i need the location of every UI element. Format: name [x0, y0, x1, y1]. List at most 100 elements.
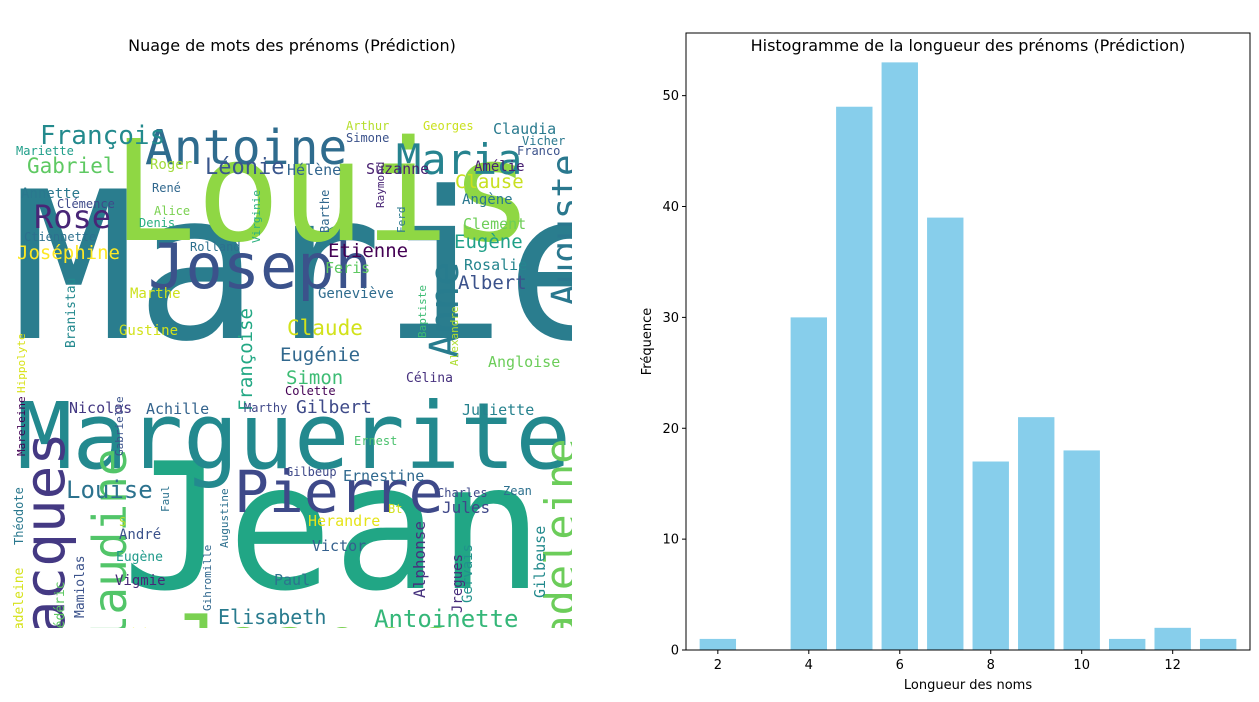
- plot-frame: [685, 32, 1251, 651]
- histogram-bar: [1063, 450, 1100, 650]
- wordcloud-word: Ernest: [354, 434, 397, 448]
- wordcloud-word: Simone: [346, 131, 389, 145]
- wordcloud-word: Mamiolas: [73, 555, 88, 618]
- wordcloud-word: Eugénie: [280, 344, 360, 366]
- x-tick-label: 8: [987, 658, 995, 673]
- wordcloud-word: Branistau: [64, 278, 79, 348]
- wordcloud-word: Roger: [150, 157, 192, 173]
- wordcloud-word: Clémence: [57, 197, 115, 211]
- wordcloud-word: Victor: [312, 537, 366, 555]
- wordcloud-word: Gabriel: [27, 154, 116, 178]
- wordcloud-word: Achille: [146, 400, 209, 418]
- wordcloud-word: Vicher: [522, 134, 565, 148]
- wordcloud-word: Paul: [274, 571, 310, 589]
- wordcloud-word: Ernestine: [343, 467, 424, 485]
- wordcloud-word: Louise: [66, 476, 153, 504]
- wordcloud-word: Ferd: [395, 207, 408, 234]
- wordcloud-word: Théodote: [12, 487, 26, 545]
- y-axis-label: Fréquence: [640, 308, 655, 375]
- y-tick-label: 10: [662, 533, 679, 548]
- wordcloud-word: Rosalie: [464, 256, 527, 274]
- wordcloud-word: Gilbert: [296, 397, 372, 418]
- x-tick-label: 12: [1164, 658, 1181, 673]
- wordcloud-word: Claude: [287, 316, 363, 340]
- wordcloud-word: Jacques: [13, 432, 78, 628]
- wordcloud-word: Suzanne: [366, 160, 429, 178]
- wordcloud-word: Augustine: [218, 488, 231, 548]
- wordcloud-word: Nicolas: [69, 399, 132, 417]
- y-tick-label: 20: [662, 422, 679, 437]
- y-tick-label: 50: [662, 89, 679, 104]
- wordcloud-word: Hippolyte: [15, 333, 28, 393]
- wordcloud-word: François: [40, 121, 165, 151]
- wordcloud-word: Gabrielle: [113, 396, 126, 456]
- wordcloud-word: Herandre: [308, 512, 380, 530]
- x-axis-ticks: 2 4 6 8 10 12: [714, 650, 1181, 673]
- wordcloud-word: Antoinette: [374, 605, 519, 628]
- wordcloud-word: Alphonse: [410, 521, 429, 598]
- x-tick-label: 10: [1073, 658, 1090, 673]
- wordcloud-word: Georges: [423, 119, 474, 133]
- wordcloud-word: Marguerite: [17, 383, 571, 490]
- wordcloud-word: Alice: [154, 204, 190, 218]
- wordcloud-word: Etienne: [328, 240, 408, 262]
- y-tick-label: 40: [662, 200, 679, 215]
- wordcloud-word: Franco: [517, 144, 560, 158]
- wordcloud-word: Geneviève: [318, 286, 394, 302]
- wordcloud-word: Albert: [458, 272, 527, 294]
- wordcloud-word: Denis: [139, 216, 175, 230]
- wordcloud-word: Gadeleine: [12, 567, 27, 628]
- wordcloud-word: Elisabeth: [218, 605, 326, 628]
- wordcloud-word: Mareleine: [15, 396, 28, 456]
- x-tick-label: 2: [714, 658, 722, 673]
- wordcloud-word: Gilbeup: [286, 465, 337, 479]
- histogram-title: Histogramme de la longueur des prénoms (…: [750, 36, 1186, 55]
- wordcloud-word: Gilbeuse: [531, 526, 549, 598]
- wordcloud-word: Baptiste: [416, 285, 429, 338]
- histogram-bar: [1018, 417, 1055, 650]
- wordcloud-word: S: [119, 515, 126, 529]
- wordcloud-word: Auguste: [545, 154, 572, 306]
- wordcloud-word: Rose: [34, 198, 111, 236]
- wordcloud-word: Faul: [159, 486, 172, 513]
- histogram-bar: [927, 217, 964, 650]
- wordcloud-word: Marthe: [130, 286, 181, 302]
- x-tick-label: 6: [896, 658, 904, 673]
- wordcloud-word: Joséphine: [17, 242, 120, 264]
- histogram-bar: [972, 461, 1009, 650]
- wordcloud-word: Simon: [286, 367, 343, 389]
- wordcloud-word: Françoise: [235, 308, 257, 411]
- histogram-bars: [699, 62, 1237, 651]
- wordcloud-word: Jules: [442, 498, 490, 517]
- wordcloud-word: Jean: [122, 427, 543, 628]
- wordcloud-canvas: Marie Jean Louis Marguerite Jeanne Joseph Pier…: [12, 111, 572, 628]
- histogram-bar: [836, 106, 873, 651]
- wordcloud-word: Madeleine: [536, 438, 572, 628]
- histogram-bar: [790, 317, 827, 650]
- wordcloud-word: Eugène: [116, 550, 163, 565]
- wordcloud-word: Amélie: [474, 159, 525, 175]
- wordcloud-word: Marie: [12, 149, 572, 387]
- wordcloud-word: Angène: [462, 192, 513, 208]
- wordcloud-word: Célina: [406, 371, 453, 386]
- wordcloud-word: Léonie: [205, 155, 284, 180]
- wordcloud-word: Angloise: [488, 353, 560, 371]
- x-tick-label: 4: [805, 658, 813, 673]
- wordcloud-word: Hélène: [287, 161, 341, 179]
- wordcloud-word: Raymond: [374, 162, 387, 208]
- wordcloud-title: Nuage de mots des prénoms (Prédiction): [128, 36, 456, 55]
- wordcloud-word: Thérèse: [114, 627, 165, 628]
- wordcloud-word: Gustine: [119, 323, 178, 339]
- x-axis-label: Longueur des noms: [904, 678, 1032, 693]
- wordcloud-word: Vigmie: [115, 573, 166, 589]
- wordcloud-word: Arthur: [346, 119, 389, 133]
- wordcloud-word: Barthe: [318, 190, 332, 233]
- wordcloud-word: Marthy: [244, 401, 287, 415]
- wordcloud-word: Colette: [285, 384, 336, 398]
- wordcloud-word: Claudia: [493, 120, 556, 138]
- wordcloud-word: André: [119, 527, 161, 543]
- wordcloud-word: Mariette: [16, 144, 74, 158]
- wordcloud-word: Feris: [325, 259, 370, 277]
- wordcloud-word: Annette: [21, 186, 80, 202]
